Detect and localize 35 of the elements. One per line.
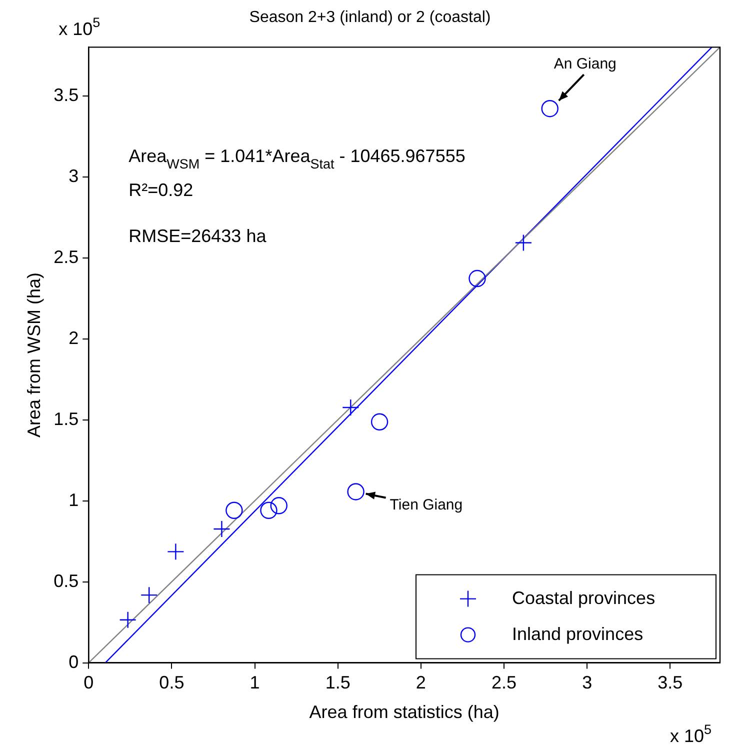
x-tick-label: 2.5: [491, 672, 517, 693]
point: [468, 270, 486, 288]
y-tick-label: 0: [68, 652, 79, 672]
x-tick-label: 1: [250, 672, 260, 693]
x-tick-label: 0.5: [159, 672, 184, 693]
point: [270, 497, 288, 514]
y-tick-label: 2.5: [54, 246, 79, 267]
y-tick-label: 3.5: [54, 84, 79, 105]
point: [260, 502, 278, 519]
annotation: R²=0.92: [128, 180, 194, 200]
y-tick-label: 0.5: [54, 570, 79, 591]
x-tick-label: 2: [416, 672, 426, 693]
x-tick-label: 0: [84, 672, 94, 693]
point: [370, 413, 388, 431]
y-tick-label: 2: [68, 328, 79, 348]
point: [514, 234, 532, 252]
annotation: An Giang: [554, 56, 616, 73]
point: [226, 502, 243, 519]
y-axis-title: Area from WSM (ha): [24, 272, 44, 438]
y-tick-label: 3: [68, 166, 79, 186]
annotation: RMSE=26433 ha: [128, 226, 268, 246]
x-tick-label: 1.5: [325, 672, 350, 693]
y-tick-label: 1: [68, 490, 79, 510]
point: [342, 398, 360, 416]
y-tick-label: 1.5: [54, 408, 79, 429]
chart-title: Season 2+3 (inland) or 2 (coastal): [249, 9, 491, 26]
legend-label: Inland provinces: [512, 624, 644, 644]
x-tick-label: 3: [582, 672, 592, 693]
x-tick-label: 3.5: [658, 672, 683, 693]
x-axis-title: Area from statistics (ha): [309, 702, 500, 722]
point: [347, 483, 364, 500]
legend-label: Coastal provinces: [512, 588, 656, 608]
annotation: Tien Giang: [390, 496, 463, 514]
point: [213, 520, 230, 538]
point: [541, 100, 558, 118]
